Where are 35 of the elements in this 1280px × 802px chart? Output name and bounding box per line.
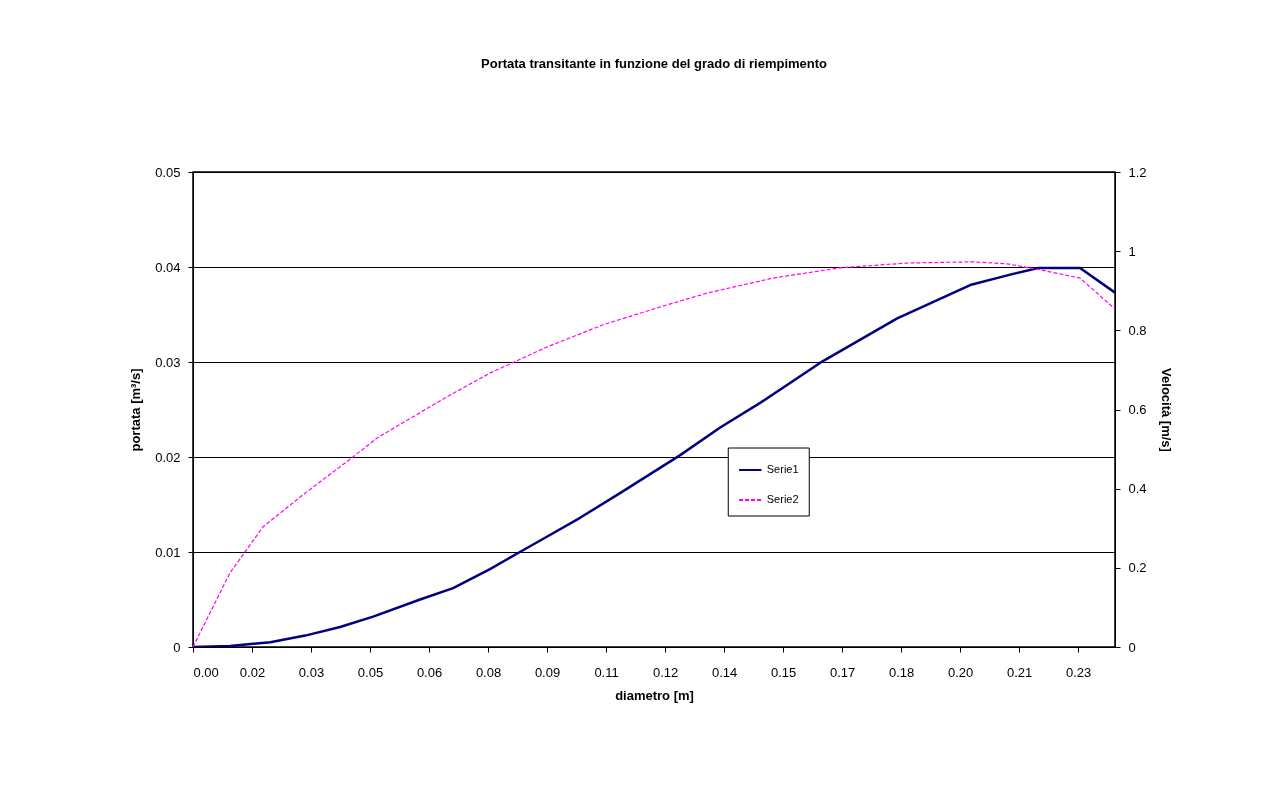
y2-tick-label: 0.6 [1128,402,1147,417]
x-tick-label: 0.05 [357,664,384,680]
y-tick-label: 0.01 [155,544,181,560]
y-tick-label: 0.04 [155,259,181,275]
x-tick-label: 0.14 [711,664,738,680]
x-tick-label: 0.12 [652,664,679,680]
x-tick-label: 0.06 [416,664,443,680]
x-tick-label: 0.21 [1006,664,1033,680]
y2-tick-label: 1 [1128,243,1136,259]
y-tick-label: 0 [173,639,181,655]
x-tick-label: 0.15 [770,664,797,680]
x-tick-label: 0.20 [947,664,974,680]
x-tick-label: 0.02 [239,664,266,680]
y2-axis-title: Velocità [m/s] [1158,368,1174,452]
x-tick-label: 0.08 [475,664,502,680]
x-tick-label: 0.11 [594,664,619,680]
x-tick-label: 0.17 [829,664,856,680]
y2-tick-label: 0 [1128,639,1136,655]
legend-label: Serie1 [766,463,799,475]
y-tick-label: 0.05 [155,164,181,180]
y2-tick-label: 1.2 [1128,164,1147,180]
y-tick-label: 0.03 [155,354,181,370]
y2-tick-label: 0.8 [1128,322,1147,338]
x-tick-label: 0.09 [534,664,561,680]
y2-tick-label: 0.4 [1128,481,1147,497]
legend-label: Serie2 [766,493,799,505]
x-axis-title: diametro [m] [615,687,694,703]
y-axis-title: portata [m³/s] [128,368,144,452]
y2-tick-label: 0.2 [1128,560,1147,576]
x-tick-label: 0.18 [888,664,915,680]
x-tick-label: 0.03 [298,664,325,680]
y-tick-label: 0.02 [155,449,181,465]
chart-title: Portata transitante in funzione del grado di riempimento [481,56,828,71]
x-tick-label: 0.23 [1065,664,1092,680]
x-tick-label: 0.00 [193,664,219,680]
